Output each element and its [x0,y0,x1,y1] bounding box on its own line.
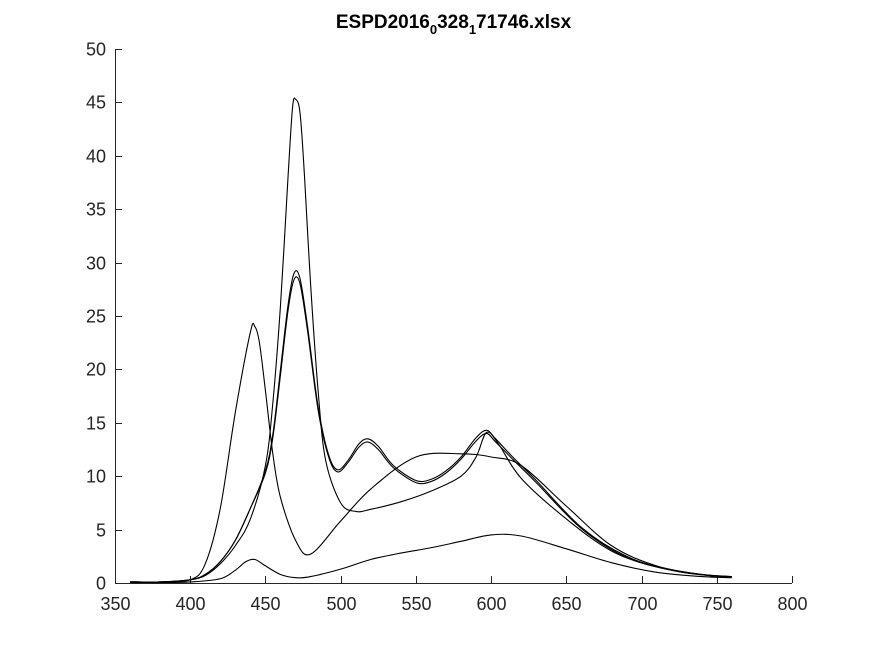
x-tick-label: 600 [476,594,506,614]
y-tick-label: 20 [86,360,106,380]
series-line-2 [130,97,732,583]
x-tick-label: 700 [627,594,657,614]
y-tick-label: 5 [96,521,106,541]
series-line-4 [130,276,732,583]
axes [115,49,792,584]
plot-area [130,97,732,584]
y-axis-ticks: 0 5 10 15 20 25 30 35 40 45 50 [86,40,122,594]
y-tick-label: 50 [86,40,106,60]
y-tick-label: 0 [96,574,106,594]
title-part: 0 [430,22,437,37]
y-tick-label: 10 [86,467,106,487]
chart-title: ESPD20160328171746.xlsx [336,12,572,37]
title-part: 71746.xlsx [476,12,572,33]
series-line-5 [130,533,732,584]
title-part: 328 [437,12,469,33]
x-tick-label: 650 [551,594,581,614]
x-tick-label: 750 [702,594,732,614]
title-part: 1 [469,22,476,37]
y-tick-label: 40 [86,147,106,167]
y-tick-label: 15 [86,414,106,434]
x-tick-label: 500 [326,594,356,614]
x-tick-label: 400 [175,594,205,614]
x-tick-label: 550 [401,594,431,614]
y-tick-label: 35 [86,200,106,220]
y-tick-label: 30 [86,254,106,274]
x-tick-label: 350 [100,594,130,614]
series-line-1 [130,322,732,583]
x-axis-ticks: 350 400 450 500 550 600 650 700 750 800 [100,576,808,614]
title-part: ESPD2016 [336,12,430,33]
series-line-3 [130,270,732,583]
x-tick-label: 450 [250,594,280,614]
y-tick-label: 45 [86,93,106,113]
x-tick-label: 800 [777,594,807,614]
y-tick-label: 25 [86,307,106,327]
